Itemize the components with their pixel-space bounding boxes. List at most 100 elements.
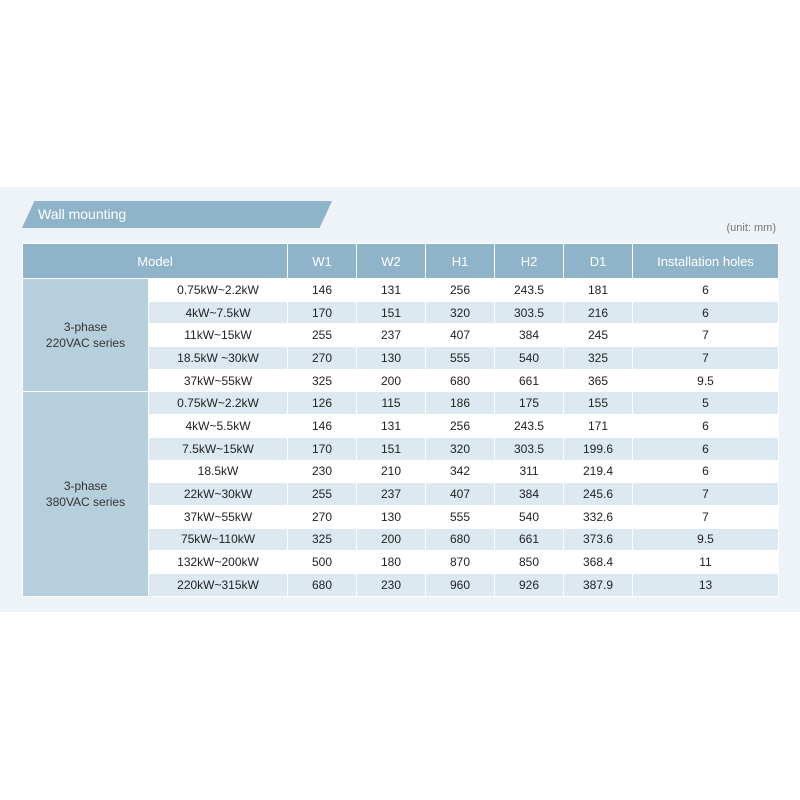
value-cell: 7 [632,504,779,529]
header-cell: Installation holes [632,243,779,279]
unit-note: (unit: mm) [726,222,777,234]
table-row: 3-phase 380VAC series 0.75kW~2.2kW 126 115 1… [22,391,779,597]
model-cell: 220kW~315kW [147,572,289,597]
value-cell: 325 [287,368,358,393]
value-cell: 320 [425,300,496,325]
value-cell: 230 [356,572,427,597]
value-cell: 181 [563,278,634,302]
value-cell: 7 [632,346,779,370]
model-cell: 18.5kW [147,459,289,484]
value-cell: 199.6 [563,436,634,461]
table-row: 4kW~7.5kW 170 151 320 303.5 216 6 [23,300,779,325]
value-cell: 555 [425,504,496,529]
value-cell: 130 [356,504,427,529]
value-cell: 5 [632,391,779,416]
value-cell: 6 [632,436,779,461]
value-cell: 255 [287,323,358,348]
section-tab: Wall mounting [22,201,332,228]
value-cell: 170 [287,300,358,325]
table-row: 220kW~315kW 680 230 960 926 387.9 13 [23,572,779,597]
value-cell: 126 [287,391,358,416]
model-cell: 18.5kW ~30kW [147,346,289,370]
header-cell: W2 [356,243,427,279]
value-cell: 210 [356,459,427,484]
value-cell: 131 [356,414,427,438]
value-cell: 9.5 [632,527,779,552]
table-row: 75kW~110kW 325 200 680 661 373.6 9.5 [23,527,779,552]
value-cell: 555 [425,346,496,370]
header-row: Model W1 W2 H1 H2 D1 Installation holes [21,243,779,279]
value-cell: 850 [494,550,565,574]
value-cell: 407 [425,323,496,348]
value-cell: 661 [494,527,565,552]
value-cell: 151 [356,436,427,461]
section-title: Wall mounting [38,206,127,222]
model-cell: 75kW~110kW [147,527,289,552]
value-cell: 384 [494,482,565,506]
value-cell: 680 [287,572,358,597]
header-cell: H1 [425,243,496,279]
value-cell: 540 [494,504,565,529]
value-cell: 368.4 [563,550,634,574]
table-row: 11kW~15kW 255 237 407 384 245 7 [23,323,779,348]
value-cell: 243.5 [494,414,565,438]
value-cell: 270 [287,346,358,370]
group-cell: 3-phase 380VAC series [22,391,149,597]
header-cell: D1 [563,243,634,279]
model-cell: 4kW~7.5kW [147,300,289,325]
value-cell: 325 [563,346,634,370]
value-cell: 303.5 [494,436,565,461]
value-cell: 540 [494,346,565,370]
value-cell: 200 [356,368,427,393]
value-cell: 13 [632,572,779,597]
header-cell: H2 [494,243,565,279]
table-row: 37kW~55kW 325 200 680 661 365 9.5 [23,368,779,393]
group-cell: 3-phase 220VAC series [22,277,149,393]
value-cell: 387.9 [563,572,634,597]
model-cell: 0.75kW~2.2kW [147,391,289,416]
value-cell: 131 [356,278,427,302]
value-cell: 186 [425,391,496,416]
value-cell: 342 [425,459,496,484]
value-cell: 230 [287,459,358,484]
value-cell: 130 [356,346,427,370]
value-cell: 270 [287,504,358,529]
value-cell: 680 [425,368,496,393]
value-cell: 384 [494,323,565,348]
model-cell: 37kW~55kW [147,504,289,529]
model-cell: 132kW~200kW [147,550,289,574]
model-cell: 37kW~55kW [147,368,289,393]
table-row: 37kW~55kW 270 130 555 540 332.6 7 [23,504,779,529]
value-cell: 960 [425,572,496,597]
value-cell: 245.6 [563,482,634,506]
model-cell: 7.5kW~15kW [147,436,289,461]
value-cell: 680 [425,527,496,552]
model-cell: 4kW~5.5kW [147,414,289,438]
value-cell: 146 [287,414,358,438]
value-cell: 311 [494,459,565,484]
value-cell: 6 [632,300,779,325]
value-cell: 7 [632,323,779,348]
value-cell: 200 [356,527,427,552]
value-cell: 155 [563,391,634,416]
table-row: 3-phase 220VAC series 0.75kW~2.2kW 146 131 2… [22,277,779,393]
value-cell: 151 [356,300,427,325]
header-cell: W1 [287,243,358,279]
model-cell: 0.75kW~2.2kW [147,278,289,302]
value-cell: 256 [425,414,496,438]
table-row: 22kW~30kW 255 237 407 384 245.6 7 [23,482,779,506]
value-cell: 243.5 [494,278,565,302]
value-cell: 373.6 [563,527,634,552]
dimension-table: Model W1 W2 H1 H2 D1 Installation holes 3-phas… [21,243,779,597]
value-cell: 219.4 [563,459,634,484]
table-row: 18.5kW 230 210 342 311 219.4 6 [23,459,779,484]
value-cell: 303.5 [494,300,565,325]
value-cell: 216 [563,300,634,325]
table-row: 132kW~200kW 500 180 870 850 368.4 11 [23,550,779,574]
table-row: 4kW~5.5kW 146 131 256 243.5 171 6 [23,414,779,438]
value-cell: 171 [563,414,634,438]
value-cell: 500 [287,550,358,574]
value-cell: 237 [356,482,427,506]
model-cell: 11kW~15kW [147,323,289,348]
value-cell: 7 [632,482,779,506]
